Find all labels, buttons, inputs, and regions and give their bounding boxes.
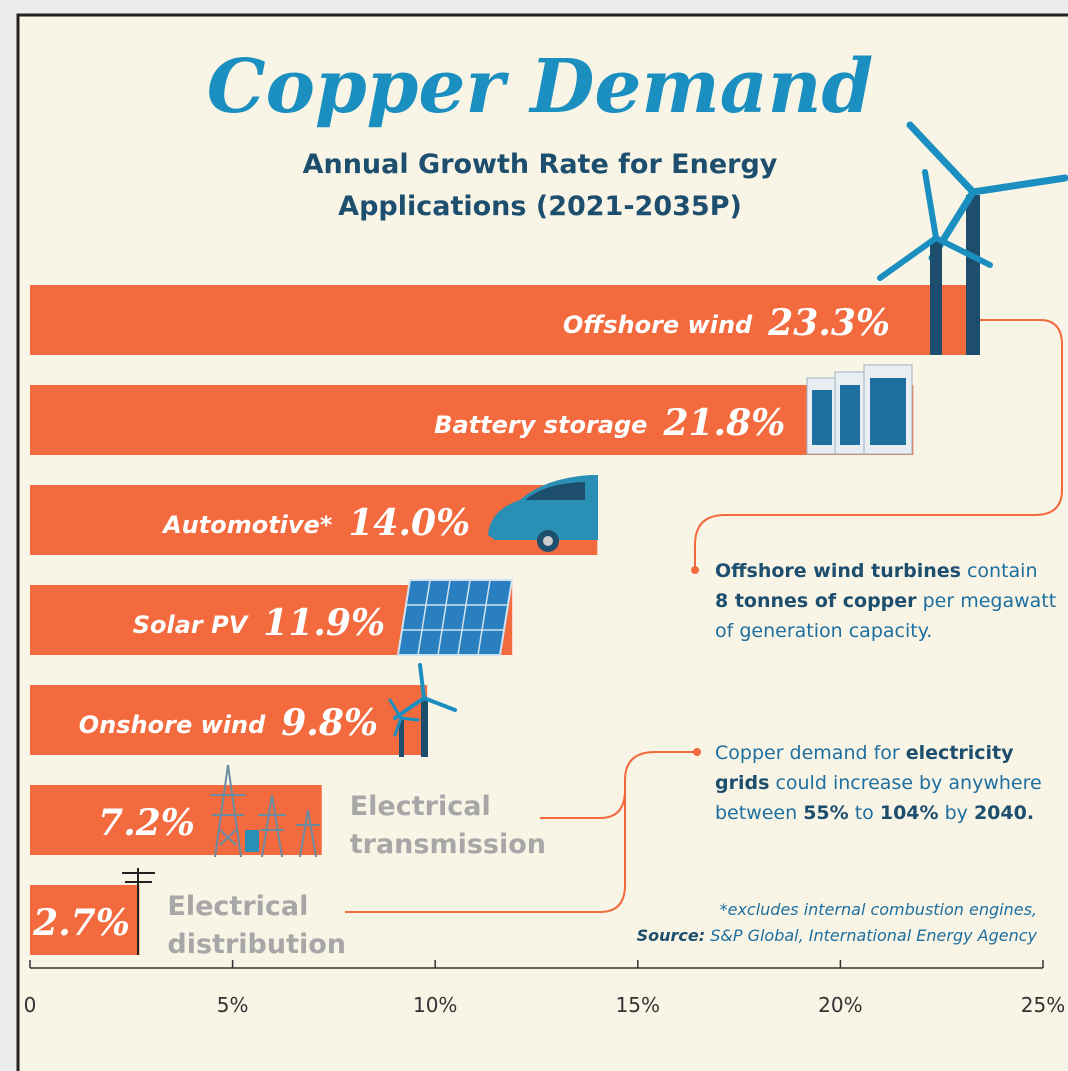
connector-dot: [693, 748, 701, 756]
value-label: 23.3%: [767, 302, 890, 344]
value-label: 11.9%: [263, 602, 385, 644]
annotation-run: Source:: [637, 926, 706, 945]
annotation-run: to: [849, 802, 880, 824]
annotation-line: Copper demand for electricity: [715, 742, 1014, 764]
x-tick-label: 0: [24, 993, 37, 1017]
annotation-run: contain: [961, 560, 1038, 582]
battery-icon: [807, 365, 912, 454]
solar-panel-icon: [398, 580, 512, 655]
annotation-run: could increase by anywhere: [769, 772, 1041, 794]
category-label: Battery storage: [434, 411, 647, 439]
annotation-run: S&P Global,: [705, 926, 809, 945]
annotation-line: Offshore wind turbines contain: [715, 560, 1038, 582]
value-label: 9.8%: [281, 702, 378, 744]
x-tick-label: 20%: [818, 993, 862, 1017]
annotation-run: Offshore wind turbines: [715, 560, 961, 582]
category-label: Offshore wind: [563, 311, 753, 339]
value-label: 21.8%: [662, 402, 785, 444]
annotation-line: 8 tonnes of copper per megawatt: [715, 590, 1056, 612]
annotation-run: Copper demand for: [715, 742, 906, 764]
category-label: Solar PV: [133, 611, 250, 639]
annotation-run: International Energy Agency: [809, 926, 1038, 945]
annotation-run: per megawatt: [917, 590, 1057, 612]
category-label: Onshore wind: [79, 711, 266, 739]
annotation-line: grids could increase by anywhere: [715, 772, 1042, 794]
chart-title: Copper Demand: [207, 44, 874, 130]
x-tick-label: 25%: [1021, 993, 1065, 1017]
annotation-line: of generation capacity.: [715, 620, 932, 642]
x-tick-label: 15%: [616, 993, 660, 1017]
chart-subtitle: Applications (2021-2035P): [338, 191, 742, 222]
annotation-run: by: [939, 802, 974, 824]
chart-subtitle: Annual Growth Rate for Energy: [303, 149, 778, 180]
annotation-line: Source: S&P Global, International Energy…: [637, 926, 1038, 945]
annotation-run: 8 tonnes of copper: [715, 590, 917, 612]
annotation-run: 2040.: [974, 802, 1034, 824]
annotation-run: 104%: [880, 802, 939, 824]
annotation-run: 55%: [803, 802, 848, 824]
category-label: Automotive*: [161, 511, 333, 539]
connector-dot: [691, 566, 699, 574]
annotation-run: between: [715, 802, 803, 824]
annotation-run: *excludes internal combustion engines,: [720, 900, 1037, 919]
chart: Copper Demand Annual Growth Rate for Ene…: [0, 0, 1068, 1071]
x-tick-label: 5%: [217, 993, 249, 1017]
annotation-line: between 55% to 104% by 2040.: [715, 802, 1034, 824]
annotation-run: grids: [715, 772, 769, 794]
value-label: 7.2%: [98, 802, 195, 844]
value-label: 14.0%: [348, 502, 470, 544]
x-tick-label: 10%: [413, 993, 457, 1017]
value-label: 2.7%: [32, 902, 130, 944]
annotation-run: electricity: [906, 742, 1014, 764]
annotation-run: of generation capacity.: [715, 620, 932, 642]
annotation-line: *excludes internal combustion engines,: [720, 900, 1037, 919]
